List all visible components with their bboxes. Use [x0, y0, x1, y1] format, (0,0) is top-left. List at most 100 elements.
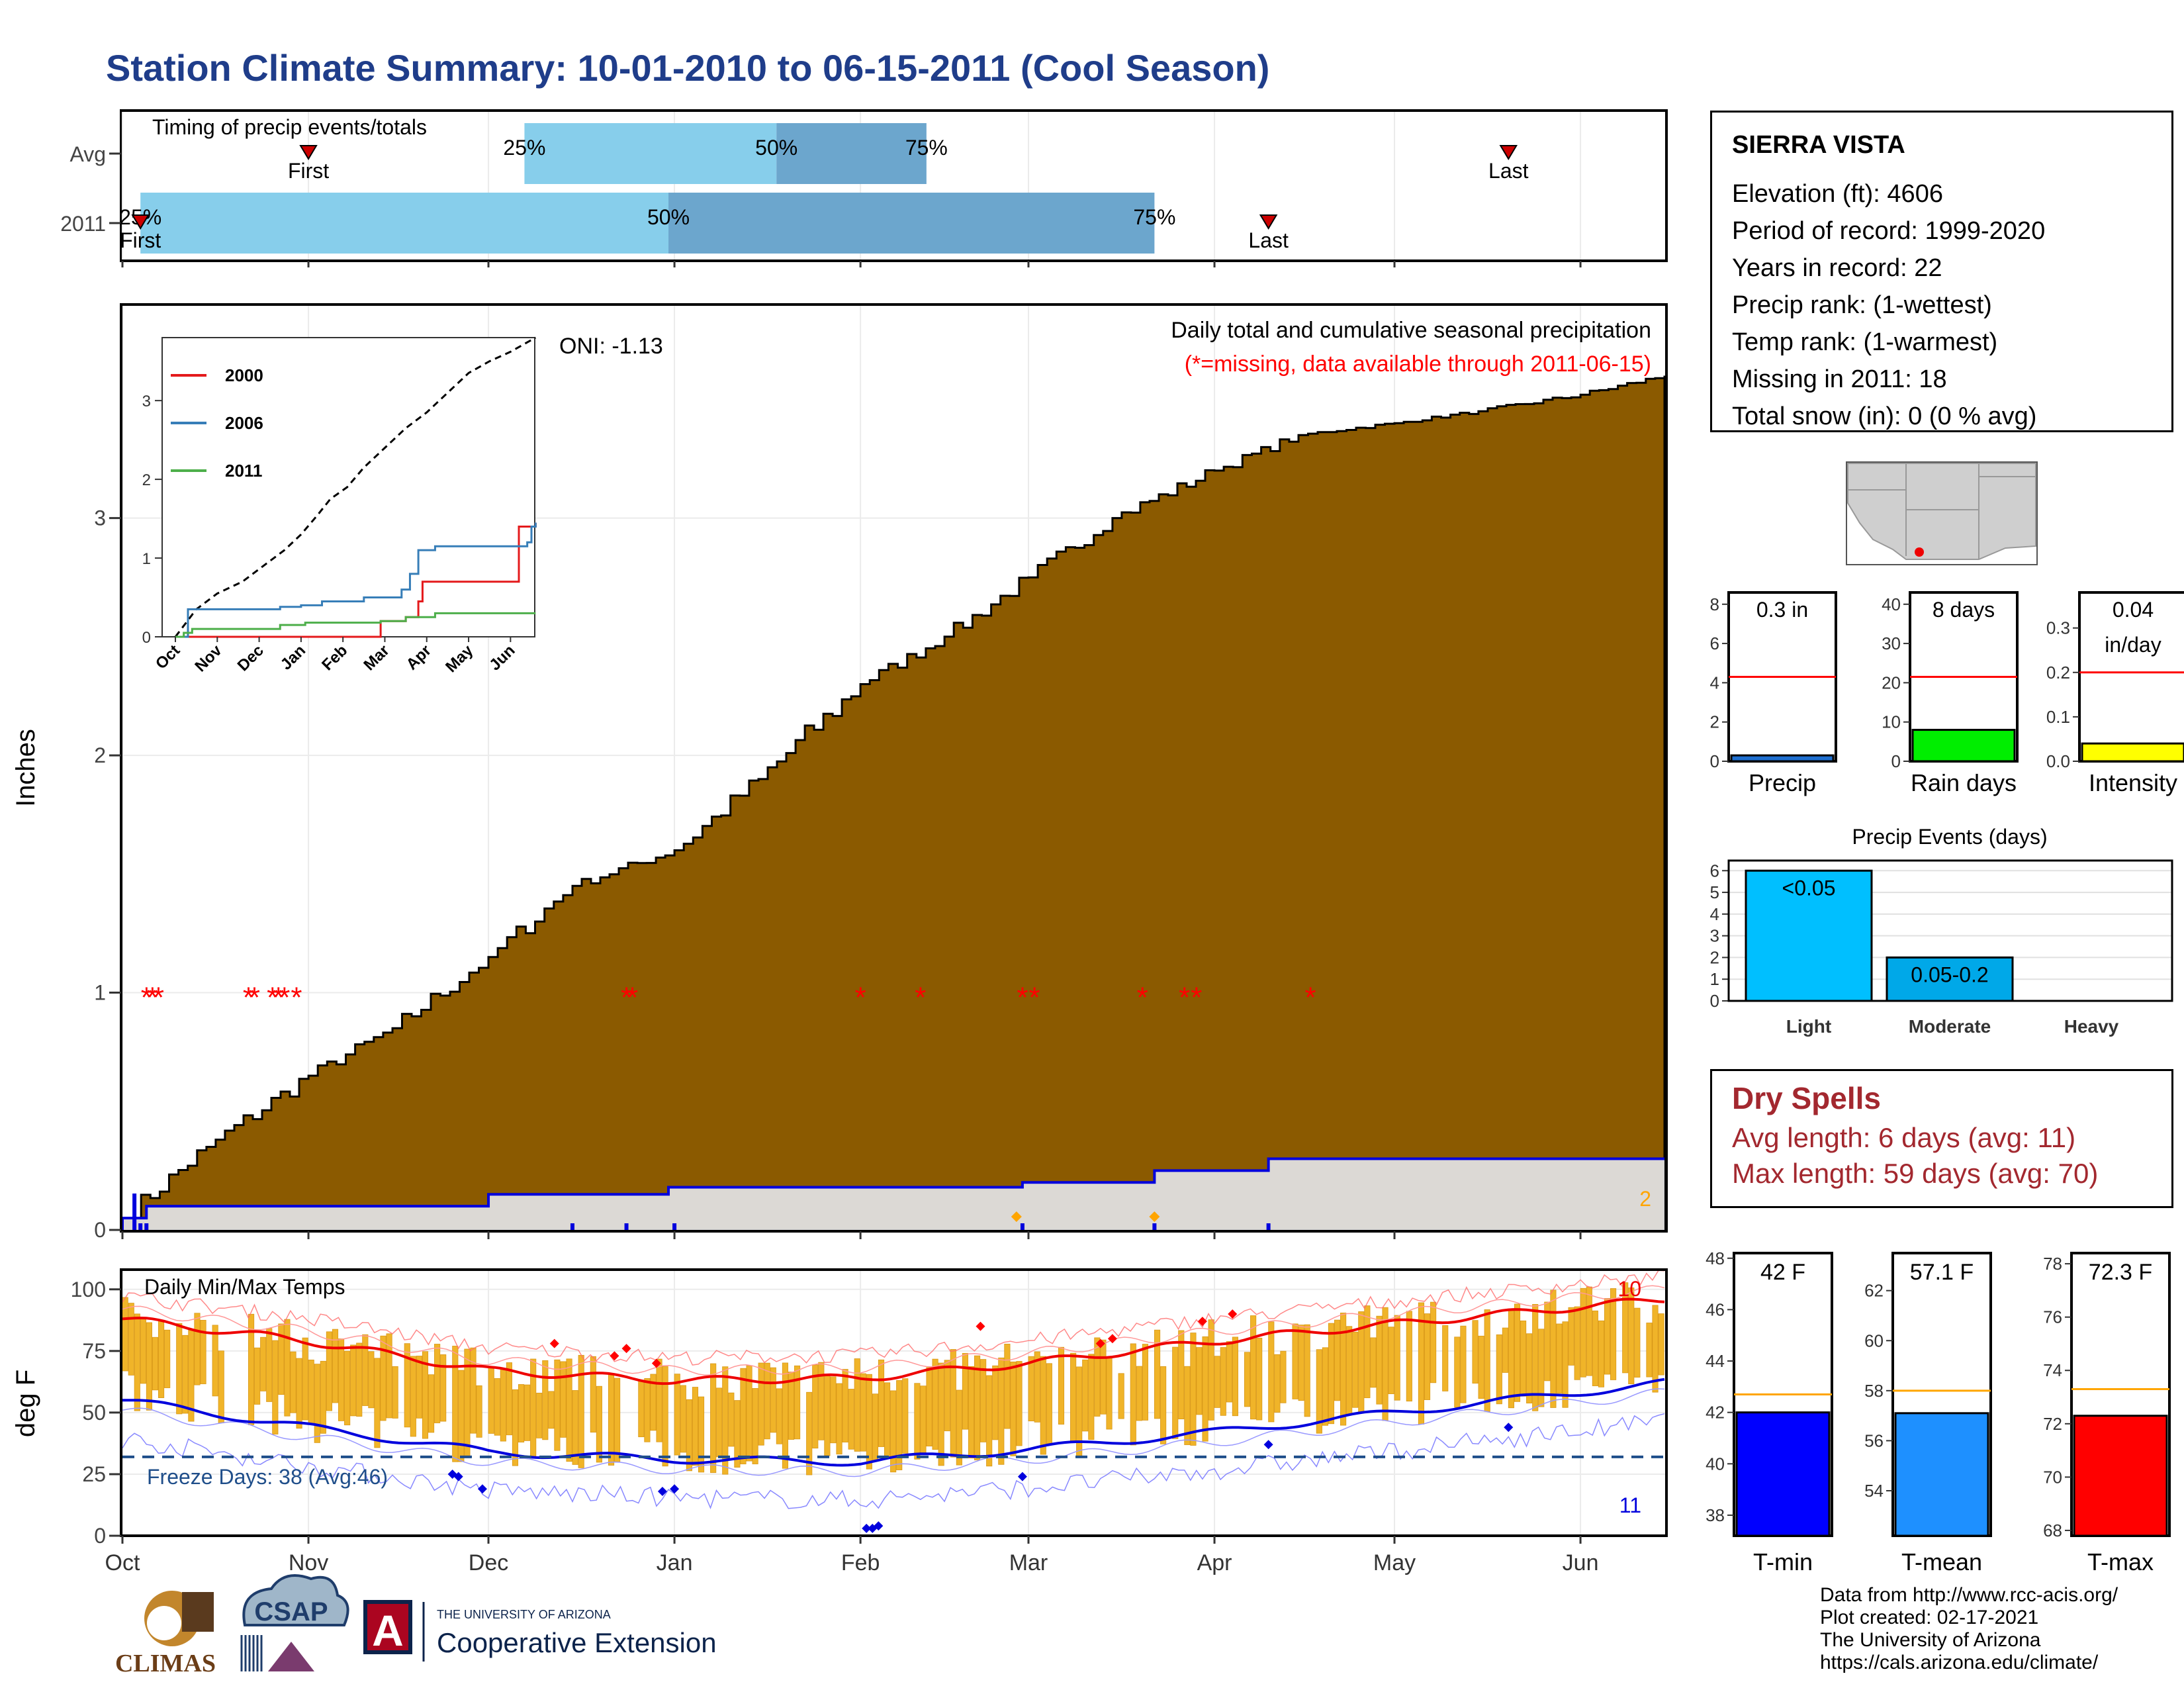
temp-summary-tick-label: 42: [1706, 1403, 1725, 1423]
mini-bar-tick-label: 40: [1882, 594, 1901, 614]
dry-spells-max: Max length: 59 days (avg: 70): [1732, 1158, 2099, 1189]
x-month-label: Jun: [1563, 1550, 1599, 1575]
daily-temp-bar: [1268, 1321, 1275, 1423]
daily-temp-bar: [686, 1399, 692, 1472]
last-event-marker: [1499, 145, 1518, 160]
first-event-label: First: [120, 228, 161, 252]
daily-temp-bar: [926, 1367, 933, 1447]
daily-temp-bar: [1424, 1313, 1431, 1400]
mini-bar-chart-precip: 0 2 4 6 8 0.3 in Precip: [1710, 591, 1837, 796]
dry-spells-avg: Avg length: 6 days (avg: 11): [1732, 1122, 2076, 1153]
daily-temp-bar: [614, 1378, 621, 1462]
daily-temp-bar: [1484, 1309, 1490, 1412]
daily-temp-bar: [212, 1325, 218, 1397]
daily-temp-bar: [644, 1378, 651, 1442]
precip-panel-frame: [120, 303, 1668, 1233]
daily-temp-bar: [302, 1337, 308, 1421]
daily-temp-bar: [698, 1396, 705, 1473]
daily-temp-bar: [410, 1356, 416, 1437]
last-event-label: Last: [1248, 228, 1289, 252]
daily-temp-bar: [1046, 1363, 1052, 1444]
daily-temp-bar: [542, 1360, 549, 1440]
normal-min-line: [122, 1378, 1665, 1467]
daily-temp-bar: [944, 1360, 950, 1432]
daily-temp-bar: [1514, 1303, 1521, 1402]
daily-precip-bar: [144, 1223, 149, 1230]
daily-temp-bar: [458, 1370, 465, 1462]
credit-line: Plot created: 02-17-2021: [1820, 1607, 2039, 1628]
mini-bar-tick-label: 0: [1891, 751, 1901, 771]
record-low-line: [122, 1413, 1665, 1509]
avg-cumulative-area: [122, 1158, 1664, 1230]
daily-temp-bar: [824, 1375, 831, 1456]
daily-temp-bar: [986, 1375, 993, 1467]
daily-temp-bar: [1316, 1349, 1322, 1434]
missing-data-marker: *: [1137, 982, 1148, 1014]
daily-temp-bar: [1010, 1361, 1017, 1456]
daily-temp-bar: [1034, 1351, 1040, 1423]
daily-temp-bar: [278, 1323, 285, 1395]
first-event-label: First: [288, 159, 329, 183]
daily-temp-bar: [260, 1336, 267, 1391]
daily-temp-bar: [722, 1366, 729, 1475]
inset-line-2011: [175, 612, 536, 638]
missing-data-marker: *: [1017, 982, 1028, 1014]
daily-temp-bar: [1586, 1286, 1592, 1376]
station-precip-rank: Precip rank: (1-wettest): [1732, 291, 1992, 319]
temp-summary-t-mean: 54 56 58 60 62 57.1 F T-mean: [1864, 1252, 1992, 1575]
timing-row-avg: 25% 50% 75% First Last: [288, 123, 1529, 184]
temp-summary-value-label: 42 F: [1760, 1260, 1805, 1285]
first-event-marker: [131, 214, 150, 230]
daily-temp-bar: [1388, 1327, 1394, 1394]
station-snow: Total snow (in): 0 (0 % avg): [1732, 402, 2037, 430]
temp-summary-tick-label: 58: [1864, 1381, 1884, 1401]
daily-temp-bar: [1568, 1307, 1574, 1366]
missing-data-marker: *: [627, 982, 638, 1014]
daily-temp-bar: [404, 1343, 410, 1428]
daily-temp-bar: [992, 1365, 999, 1440]
temp-summary-tick-label: 54: [1864, 1481, 1884, 1501]
daily-precip-bar: [1152, 1223, 1157, 1230]
timing-bar-50-75: [668, 193, 1155, 254]
daily-temp-bar: [440, 1354, 447, 1422]
oni-label: ONI: -1.13: [559, 334, 663, 359]
daily-temp-bar: [1610, 1288, 1617, 1380]
daily-temp-bar: [476, 1385, 482, 1438]
daily-temp-bar: [1346, 1326, 1353, 1415]
daily-temp-bar: [1328, 1323, 1335, 1425]
daily-temp-bar: [1280, 1350, 1287, 1403]
missing-data-marker: *: [243, 982, 254, 1014]
daily-temp-bar: [1244, 1352, 1251, 1407]
daily-temp-bar: [794, 1365, 801, 1440]
daily-temp-bar: [572, 1390, 578, 1465]
daily-temp-bar: [1634, 1307, 1641, 1378]
daily-temp-bar: [1004, 1344, 1011, 1429]
temp-panel-frame: [120, 1268, 1668, 1537]
missing-data-marker: *: [273, 982, 284, 1014]
timing-row-label: Avg: [69, 142, 106, 166]
missing-data-marker: *: [147, 982, 158, 1014]
daily-temp-bar: [1508, 1310, 1515, 1409]
precip-events-category-label: Light: [1786, 1016, 1831, 1037]
station-temp-rank: Temp rank: (1-warmest): [1732, 328, 1998, 356]
precip-panel-title: Daily total and cumulative seasonal prec…: [1171, 318, 1651, 343]
credit-line: Data from http://www.rcc-acis.org/: [1820, 1584, 2118, 1606]
temp-summary-value-label: 57.1 F: [1910, 1260, 1974, 1285]
daily-temp-bar: [1088, 1354, 1095, 1440]
timing-pct-label: 25%: [503, 136, 545, 160]
daily-temp-bar: [566, 1358, 572, 1462]
daily-temp-bar: [548, 1391, 555, 1429]
daily-temp-bar: [1130, 1343, 1136, 1446]
daily-temp-bar: [146, 1322, 153, 1411]
daily-temp-bar: [374, 1358, 381, 1448]
temp-summary-bar: [2073, 1415, 2168, 1537]
daily-temp-bar: [326, 1331, 332, 1411]
precip-events-tick-label: 3: [1710, 926, 1719, 946]
daily-temp-bar: [452, 1346, 459, 1462]
x-month-label: Feb: [841, 1550, 880, 1575]
daily-temp-bar: [770, 1367, 776, 1433]
precip-events-bar: [1745, 869, 1873, 1002]
daily-temp-bar: [560, 1361, 567, 1438]
